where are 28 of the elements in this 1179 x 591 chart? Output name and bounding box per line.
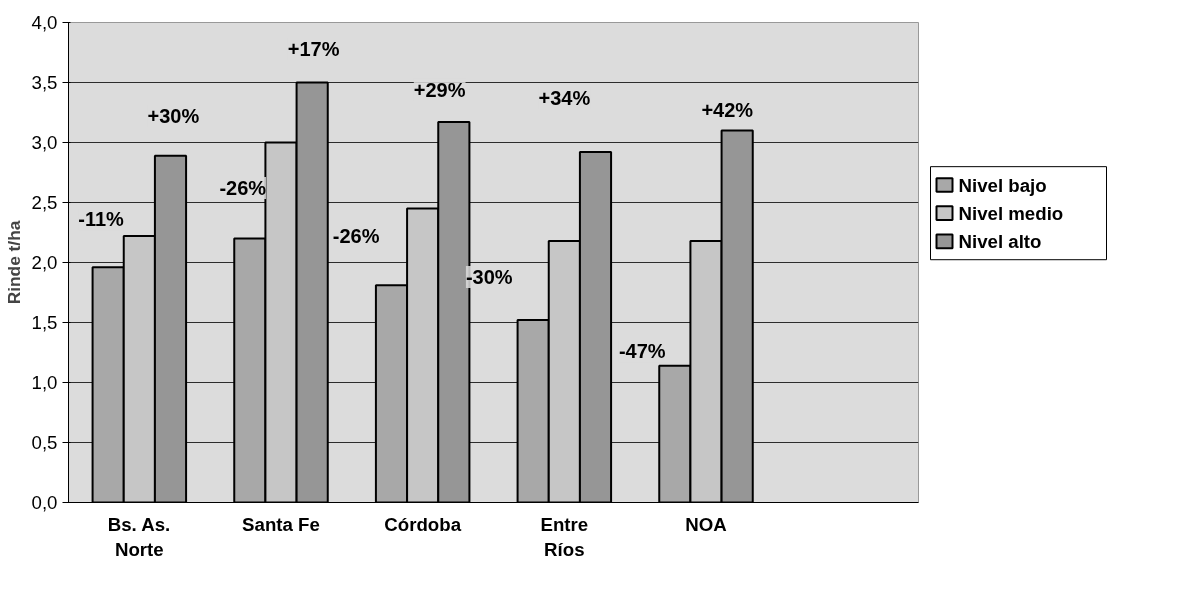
legend-label: Nivel alto: [958, 230, 1042, 252]
y-tick-label: 2,5: [31, 192, 58, 213]
annotation: -26%: [219, 177, 267, 200]
annotation: -30%: [465, 265, 513, 288]
y-tick-label: 0,5: [31, 432, 58, 453]
annotation: +42%: [701, 99, 754, 122]
y-tick-label: 3,5: [31, 72, 58, 93]
y-tick-label: 2,0: [31, 252, 58, 273]
legend-label: Nivel medio: [958, 202, 1064, 224]
x-tick-label: Santa Fe: [242, 513, 320, 535]
annotation: +30%: [147, 105, 200, 128]
annotation: +29%: [413, 78, 466, 101]
y-tick-label: 4,0: [31, 12, 58, 33]
y-tick-label: 1,5: [31, 312, 58, 333]
annotation: -47%: [618, 340, 666, 363]
x-tick-label: Córdoba: [384, 513, 462, 535]
x-tick-label: Bs. As. Norte: [107, 513, 171, 560]
annotation: -11%: [78, 208, 125, 231]
annotation: +17%: [287, 37, 340, 60]
y-tick-label: 3,0: [31, 132, 58, 153]
y-tick-label: 1,0: [31, 372, 58, 393]
annotation: +34%: [538, 87, 591, 110]
y-axis-title: Rinde t/ha: [3, 220, 24, 305]
y-tick-label: 0,0: [31, 492, 58, 513]
x-tick-label: Entre Ríos: [540, 513, 589, 560]
legend-label: Nivel bajo: [958, 174, 1047, 196]
annotation: -26%: [332, 225, 380, 248]
x-tick-label: NOA: [685, 513, 727, 535]
